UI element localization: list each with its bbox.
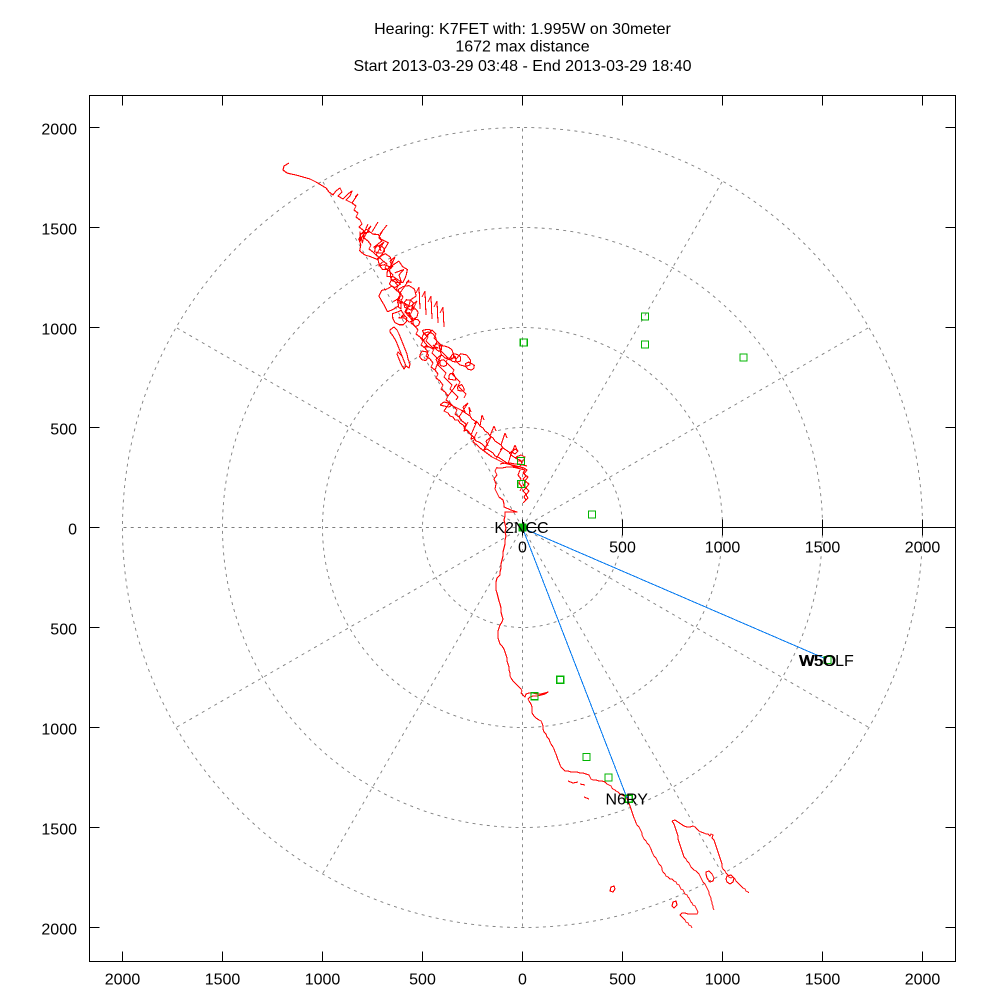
svg-text:K2NCC: K2NCC bbox=[494, 520, 548, 537]
svg-text:500: 500 bbox=[409, 971, 436, 988]
svg-text:Start 2013-03-29 03:48 - End 2: Start 2013-03-29 03:48 - End 2013-03-29 … bbox=[353, 58, 691, 75]
svg-text:1500: 1500 bbox=[805, 540, 841, 557]
svg-text:2000: 2000 bbox=[105, 971, 141, 988]
svg-text:N6RY: N6RY bbox=[606, 791, 649, 808]
svg-text:0: 0 bbox=[518, 971, 527, 988]
svg-text:2000: 2000 bbox=[41, 122, 77, 139]
svg-text:1000: 1000 bbox=[41, 722, 77, 739]
svg-text:1500: 1500 bbox=[805, 971, 841, 988]
svg-text:W5O: W5O bbox=[800, 653, 836, 670]
svg-text:500: 500 bbox=[50, 422, 77, 439]
svg-text:1000: 1000 bbox=[305, 971, 341, 988]
svg-text:2000: 2000 bbox=[905, 540, 941, 557]
svg-text:1672 max distance: 1672 max distance bbox=[455, 39, 589, 56]
svg-text:W5OLF: W5OLF bbox=[799, 653, 854, 670]
svg-text:0: 0 bbox=[518, 540, 527, 557]
svg-text:1500: 1500 bbox=[205, 971, 241, 988]
svg-text:2000: 2000 bbox=[905, 971, 941, 988]
svg-text:1500: 1500 bbox=[41, 822, 77, 839]
svg-text:500: 500 bbox=[50, 622, 77, 639]
svg-text:Hearing: K7FET with: 1.995W on: Hearing: K7FET with: 1.995W on 30meter bbox=[374, 21, 671, 38]
svg-text:1000: 1000 bbox=[705, 540, 741, 557]
svg-text:2000: 2000 bbox=[41, 922, 77, 939]
svg-text:1000: 1000 bbox=[41, 322, 77, 339]
svg-text:0: 0 bbox=[68, 522, 77, 539]
svg-text:1000: 1000 bbox=[705, 971, 741, 988]
svg-text:500: 500 bbox=[609, 540, 636, 557]
svg-text:1500: 1500 bbox=[41, 222, 77, 239]
svg-text:500: 500 bbox=[609, 971, 636, 988]
